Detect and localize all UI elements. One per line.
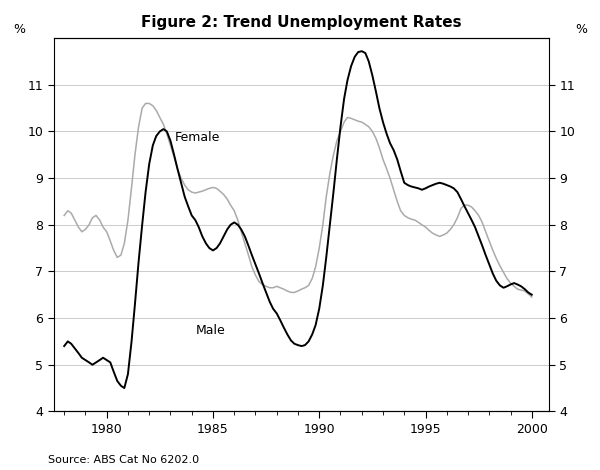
Text: Source: ABS Cat No 6202.0: Source: ABS Cat No 6202.0 bbox=[48, 455, 199, 465]
Text: Male: Male bbox=[196, 324, 226, 337]
Text: %: % bbox=[13, 23, 25, 36]
Text: %: % bbox=[575, 23, 587, 36]
Title: Figure 2: Trend Unemployment Rates: Figure 2: Trend Unemployment Rates bbox=[141, 15, 461, 30]
Text: Female: Female bbox=[175, 131, 220, 144]
